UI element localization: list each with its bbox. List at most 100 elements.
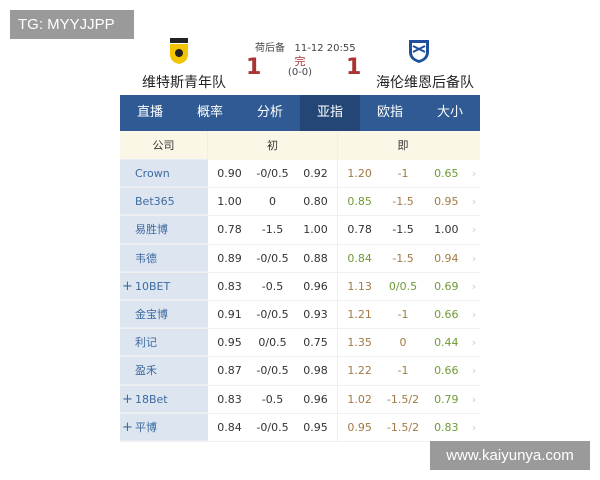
live-odds: 1.35 0 0.44 <box>338 329 468 356</box>
initial-odds-value: 0.91 <box>217 307 242 321</box>
match-datetime: 11-12 20:55 <box>294 43 356 54</box>
company-cell: 金宝博 <box>120 300 208 329</box>
company-name: 盈禾 <box>135 364 157 378</box>
header-live: 即 <box>397 139 409 152</box>
company-cell: +18Bet <box>120 385 208 413</box>
company-cell: Crown <box>120 160 208 188</box>
match-odds-app: 维特斯青年队 1 荷后备 11-12 20:55 完 (0-0) 1 海伦维恩后… <box>120 30 480 442</box>
tab-probability[interactable]: 概率 <box>196 105 223 120</box>
initial-odds: 0.83 -0.5 0.96 <box>208 272 338 300</box>
chevron-right-icon[interactable]: › <box>471 195 477 209</box>
live-odds-value: 0.94 <box>434 251 459 265</box>
live-odds-value: 1.20 <box>347 167 372 180</box>
initial-odds: 0.87 -0/0.5 0.98 <box>208 357 338 385</box>
initial-odds-value: 0.83 <box>217 392 242 406</box>
table-row[interactable]: + 平博 0.84 -0/0.5 0.95 0.95 -1.5/2 0.83 › <box>120 413 480 442</box>
live-odds-value: 0.84 <box>347 251 372 265</box>
live-odds-value: 1.02 <box>347 392 372 406</box>
initial-odds-value: 0.98 <box>303 364 328 378</box>
live-odds-value: 0.69 <box>434 279 459 293</box>
live-odds: 1.02 -1.5/2 0.79 <box>338 386 468 413</box>
away-team-name[interactable]: 海伦维恩后备队 <box>376 75 474 91</box>
table-row[interactable]: 韦德 0.89 -0/0.5 0.88 0.84 -1.5 0.94 › <box>120 244 480 273</box>
tab-analysis[interactable]: 分析 <box>256 105 283 120</box>
live-odds-value: 1.21 <box>347 307 372 321</box>
chevron-right-icon[interactable]: › <box>471 223 477 237</box>
chevron-right-icon[interactable]: › <box>471 307 477 321</box>
initial-odds-value: -0.5 <box>261 279 284 293</box>
initial-odds-value: -0/0.5 <box>256 307 289 321</box>
live-odds: 0.95 -1.5/2 0.83 <box>338 414 468 441</box>
company-name: 金宝博 <box>135 307 168 321</box>
chevron-right-icon[interactable]: › <box>471 251 477 265</box>
table-row[interactable]: +10BET 0.83 -0.5 0.96 1.13 0/0.5 0.69 › <box>120 272 480 301</box>
initial-odds: 1.00 0 0.80 <box>208 188 338 216</box>
initial-odds: 0.83 -0.5 0.96 <box>208 385 338 413</box>
live-odds-value: 1.13 <box>347 279 372 293</box>
initial-odds-value: 0.95 <box>217 336 242 350</box>
company-cell: 利记 <box>120 329 208 357</box>
chevron-right-icon[interactable]: › <box>471 336 477 350</box>
live-odds-value: -1 <box>397 167 409 180</box>
live-odds-value: 1.35 <box>347 336 372 350</box>
company-cell: 易胜博 <box>120 216 208 244</box>
table-row[interactable]: +18Bet 0.83 -0.5 0.96 1.02 -1.5/2 0.79 › <box>120 385 480 414</box>
away-score: 1 <box>346 55 362 80</box>
live-odds-value: 0.78 <box>347 223 372 237</box>
table-row[interactable]: 易胜博 0.78 -1.5 1.00 0.78 -1.5 1.00 › <box>120 216 480 245</box>
chevron-right-icon[interactable]: › <box>471 167 477 180</box>
tab-live[interactable]: 直播 <box>136 105 163 120</box>
expand-plus-icon[interactable]: + <box>122 391 133 407</box>
initial-odds-value: 1.00 <box>303 223 328 237</box>
initial-odds-value: 0.87 <box>217 364 242 378</box>
halftime-score: (0-0) <box>287 67 313 78</box>
initial-odds-value: -0/0.5 <box>256 167 289 180</box>
live-odds-value: 1.00 <box>434 223 459 237</box>
tab-asian-handicap[interactable]: 亚指 <box>300 95 360 131</box>
company-name: 韦德 <box>135 251 157 265</box>
table-row[interactable]: Crown 0.90 -0/0.5 0.92 1.20 -1 0.65 › <box>120 160 480 189</box>
home-team-name[interactable]: 维特斯青年队 <box>142 75 226 91</box>
table-row[interactable]: 盈禾 0.87 -0/0.5 0.98 1.22 -1 0.66 › <box>120 357 480 386</box>
chevron-right-icon[interactable]: › <box>471 364 477 378</box>
company-name: 易胜博 <box>135 223 168 237</box>
match-header: 维特斯青年队 1 荷后备 11-12 20:55 完 (0-0) 1 海伦维恩后… <box>120 30 480 95</box>
live-odds: 0.85 -1.5 0.95 <box>338 188 468 215</box>
live-odds-value: 0 <box>399 336 407 350</box>
live-odds: 0.78 -1.5 1.00 <box>338 216 468 243</box>
initial-odds-value: 0 <box>269 195 276 209</box>
live-odds-value: 0.65 <box>434 167 459 180</box>
live-odds-value: 0.85 <box>347 195 372 209</box>
table-row[interactable]: 金宝博 0.91 -0/0.5 0.93 1.21 -1 0.66 › <box>120 300 480 330</box>
chevron-right-icon[interactable]: › <box>471 279 477 293</box>
initial-odds: 0.84 -0/0.5 0.95 <box>208 413 338 441</box>
initial-odds-value: 0.96 <box>303 279 328 293</box>
company-name: 18Bet <box>135 392 168 406</box>
initial-odds-value: -0.5 <box>261 392 284 406</box>
table-row[interactable]: Bet365 1.00 0 0.80 0.85 -1.5 0.95 › <box>120 188 480 217</box>
initial-odds-value: -0/0.5 <box>256 420 289 434</box>
company-cell: 盈禾 <box>120 357 208 385</box>
initial-odds-value: 0.90 <box>217 167 242 180</box>
live-odds-value: -1 <box>397 364 409 378</box>
initial-odds-value: 0.92 <box>303 167 328 180</box>
expand-plus-icon[interactable]: + <box>122 278 133 294</box>
league-name: 荷后备 <box>255 43 285 54</box>
tab-over-under[interactable]: 大小 <box>436 105 463 120</box>
expand-plus-icon[interactable]: + <box>122 419 133 435</box>
table-row[interactable]: 利记 0.95 0/0.5 0.75 1.35 0 0.44 › <box>120 329 480 358</box>
company-cell: Bet365 <box>120 188 208 216</box>
live-odds-value: 0.44 <box>434 336 459 350</box>
tab-european-odds[interactable]: 欧指 <box>376 105 403 120</box>
initial-odds: 0.91 -0/0.5 0.93 <box>208 300 338 329</box>
live-odds: 1.21 -1 0.66 <box>338 301 468 328</box>
nav-tabs: 直播 概率 分析 亚指 欧指 大小 <box>120 95 480 131</box>
header-company: 公司 <box>120 131 208 160</box>
company-name: 平博 <box>135 420 157 434</box>
live-odds: 1.13 0/0.5 0.69 <box>338 273 468 300</box>
initial-odds-value: 0.75 <box>303 336 328 350</box>
initial-odds-value: 0.88 <box>303 251 328 265</box>
chevron-right-icon[interactable]: › <box>471 392 477 406</box>
initial-odds: 0.89 -0/0.5 0.88 <box>208 244 338 272</box>
chevron-right-icon[interactable]: › <box>471 420 477 434</box>
